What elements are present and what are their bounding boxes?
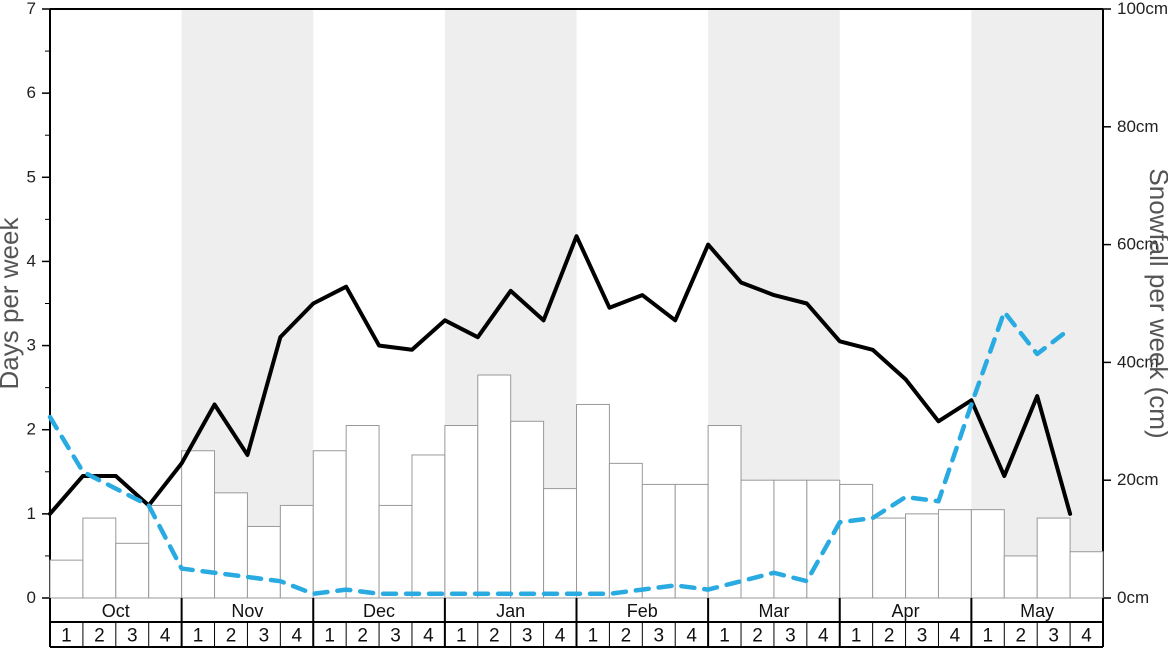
svg-text:3: 3 (785, 626, 796, 647)
svg-text:2: 2 (357, 626, 368, 647)
svg-text:2: 2 (884, 626, 895, 647)
svg-text:1: 1 (193, 626, 204, 647)
svg-text:4: 4 (1081, 626, 1092, 647)
svg-text:3: 3 (127, 626, 138, 647)
svg-text:4: 4 (686, 626, 697, 647)
svg-text:1: 1 (456, 626, 467, 647)
svg-text:1: 1 (588, 626, 599, 647)
svg-text:4: 4 (27, 251, 36, 270)
svg-text:2: 2 (27, 420, 36, 439)
svg-text:Snowfall per week (cm): Snowfall per week (cm) (1144, 168, 1168, 438)
svg-text:3: 3 (27, 336, 36, 355)
svg-text:4: 4 (555, 626, 566, 647)
svg-text:May: May (1020, 601, 1054, 621)
svg-text:2: 2 (1015, 626, 1026, 647)
svg-text:Dec: Dec (363, 601, 395, 621)
svg-text:1: 1 (719, 626, 730, 647)
svg-text:3: 3 (522, 626, 533, 647)
svg-text:Apr: Apr (892, 601, 920, 621)
svg-text:Mar: Mar (758, 601, 789, 621)
svg-text:1: 1 (324, 626, 335, 647)
svg-text:100cm: 100cm (1117, 0, 1168, 18)
svg-text:Oct: Oct (102, 601, 130, 621)
svg-text:20cm: 20cm (1117, 470, 1159, 489)
svg-text:7: 7 (27, 0, 36, 18)
svg-text:2: 2 (621, 626, 632, 647)
svg-text:1: 1 (983, 626, 994, 647)
svg-text:2: 2 (752, 626, 763, 647)
svg-text:3: 3 (1048, 626, 1059, 647)
svg-text:0cm: 0cm (1117, 588, 1149, 607)
svg-text:1: 1 (851, 626, 862, 647)
svg-text:2: 2 (226, 626, 237, 647)
svg-text:2: 2 (489, 626, 500, 647)
svg-text:Nov: Nov (231, 601, 263, 621)
svg-text:5: 5 (27, 167, 36, 186)
svg-text:1: 1 (61, 626, 72, 647)
svg-text:80cm: 80cm (1117, 117, 1159, 136)
svg-text:1: 1 (27, 504, 36, 523)
svg-text:Days per week: Days per week (0, 217, 24, 390)
svg-text:4: 4 (292, 626, 303, 647)
svg-text:6: 6 (27, 83, 36, 102)
svg-text:4: 4 (950, 626, 961, 647)
svg-text:Feb: Feb (627, 601, 658, 621)
svg-text:4: 4 (818, 626, 829, 647)
svg-text:0: 0 (27, 588, 36, 607)
svg-text:4: 4 (160, 626, 171, 647)
svg-text:3: 3 (653, 626, 664, 647)
svg-text:3: 3 (259, 626, 270, 647)
svg-text:Jan: Jan (496, 601, 525, 621)
svg-text:3: 3 (390, 626, 401, 647)
svg-text:4: 4 (423, 626, 434, 647)
svg-text:3: 3 (917, 626, 928, 647)
svg-text:2: 2 (94, 626, 105, 647)
